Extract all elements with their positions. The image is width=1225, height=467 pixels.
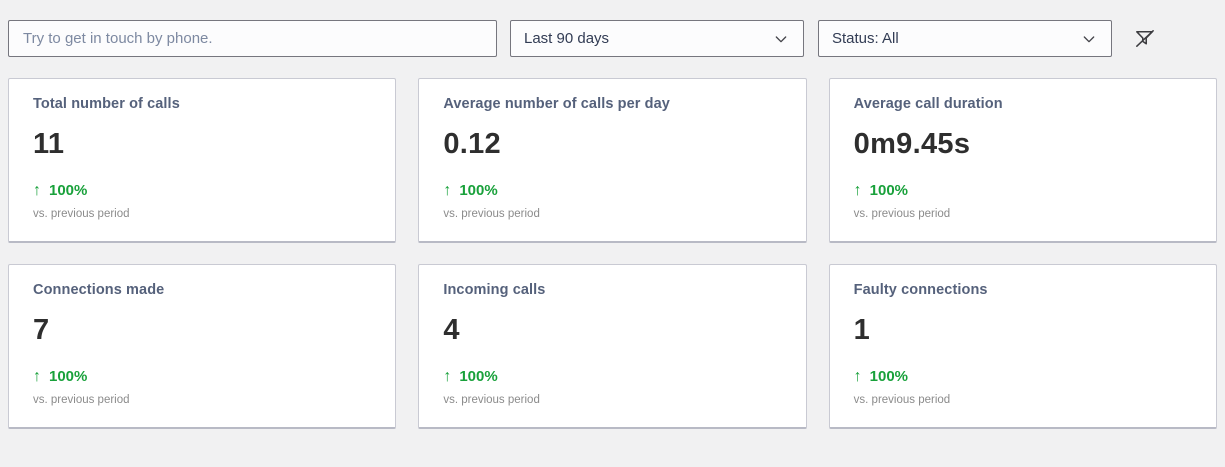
stat-card-change: ↑ 100% — [854, 182, 1192, 199]
up-arrow-icon: ↑ — [853, 367, 862, 385]
up-arrow-icon: ↑ — [443, 367, 452, 385]
stat-card: Incoming calls 4 ↑ 100% vs. previous per… — [418, 264, 807, 429]
stats-grid: Total number of calls 11 ↑ 100% vs. prev… — [8, 78, 1217, 429]
up-arrow-icon: ↑ — [443, 181, 452, 199]
stat-card-value: 11 — [33, 128, 65, 160]
stat-card-title: Average call duration — [853, 96, 1003, 112]
stat-card: Average call duration 0m9.45s ↑ 100% vs.… — [828, 78, 1217, 243]
stat-card-comparison: vs. previous period — [33, 394, 130, 406]
stat-card-title: Average number of calls per day — [443, 96, 670, 112]
date-range-dropdown-value: Last 90 days — [524, 30, 610, 47]
stat-card-comparison: vs. previous period — [33, 208, 130, 220]
filters-toolbar: Last 90 days Status: All — [8, 20, 1217, 57]
up-arrow-icon: ↑ — [853, 181, 862, 199]
stat-card: Faulty connections 1 ↑ 100% vs. previous… — [828, 264, 1217, 429]
status-dropdown-value: Status: All — [832, 30, 899, 47]
stat-card-change: ↑ 100% — [443, 368, 781, 385]
stat-card: Total number of calls 11 ↑ 100% vs. prev… — [8, 78, 397, 243]
search-input[interactable] — [8, 20, 497, 57]
stat-card-value: 7 — [33, 314, 50, 346]
stat-card-change-percent: 100% — [49, 182, 88, 199]
stat-card-change-percent: 100% — [459, 182, 498, 199]
status-dropdown[interactable]: Status: All — [818, 20, 1112, 57]
stat-card-comparison: vs. previous period — [853, 208, 951, 220]
stat-card-change-percent: 100% — [459, 368, 498, 385]
stat-card-change: ↑ 100% — [443, 182, 781, 199]
stat-card-value: 1 — [853, 314, 871, 346]
chevron-down-icon — [1081, 31, 1097, 47]
stat-card-comparison: vs. previous period — [853, 394, 951, 406]
stat-card-comparison: vs. previous period — [443, 208, 540, 220]
stat-card-change-percent: 100% — [869, 368, 909, 385]
stat-card: Average number of calls per day 0.12 ↑ 1… — [418, 78, 807, 243]
chevron-down-icon — [773, 31, 789, 47]
stat-card-change: ↑ 100% — [854, 368, 1192, 385]
stat-card: Connections made 7 ↑ 100% vs. previous p… — [8, 264, 397, 429]
date-range-dropdown[interactable]: Last 90 days — [510, 20, 804, 57]
stat-card-value: 4 — [443, 314, 460, 346]
stat-card-title: Total number of calls — [33, 96, 180, 112]
stat-card-value: 0m9.45s — [853, 128, 971, 160]
up-arrow-icon: ↑ — [33, 367, 41, 385]
stat-card-change: ↑ 100% — [33, 182, 371, 199]
stat-card-title: Faulty connections — [853, 282, 988, 298]
stat-card-change-percent: 100% — [869, 182, 909, 199]
up-arrow-icon: ↑ — [33, 181, 41, 199]
stat-card-change: ↑ 100% — [33, 368, 371, 385]
clear-filters-button[interactable] — [1130, 25, 1158, 53]
stat-card-comparison: vs. previous period — [443, 394, 540, 406]
filter-off-icon — [1133, 27, 1156, 50]
stat-card-value: 0.12 — [443, 128, 501, 160]
stat-card-title: Incoming calls — [443, 282, 546, 298]
stat-card-change-percent: 100% — [49, 368, 88, 385]
stat-card-title: Connections made — [33, 282, 165, 298]
